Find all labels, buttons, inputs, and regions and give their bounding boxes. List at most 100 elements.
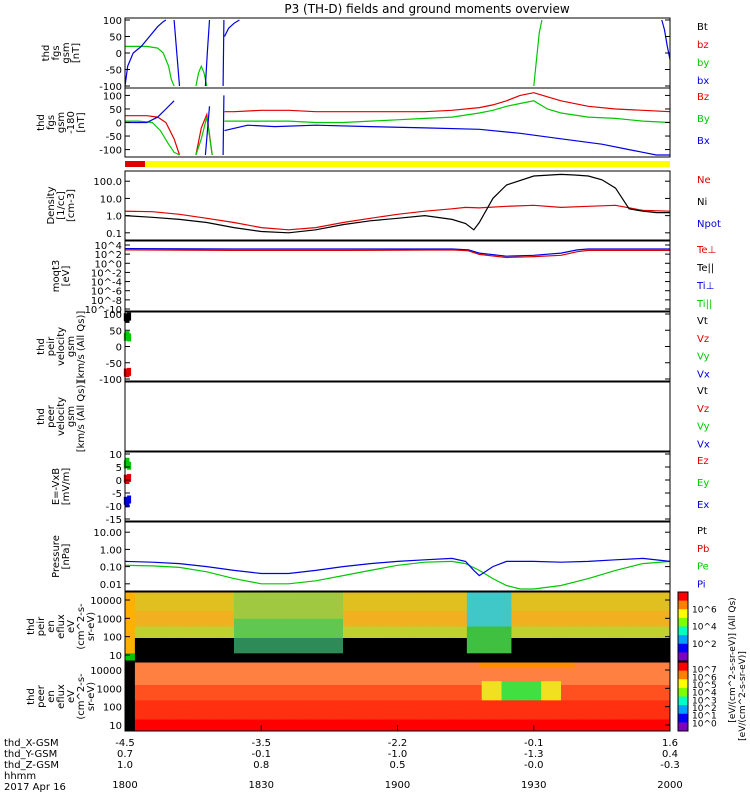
heatmap-cell [600, 657, 606, 662]
heatmap-cell [551, 692, 557, 697]
heatmap-cell [248, 599, 255, 604]
heatmap-cell [343, 688, 349, 694]
heatmap-cell [283, 592, 289, 597]
heatmap-cell [298, 688, 304, 694]
y-axis-label-line: thd [41, 45, 52, 62]
heatmap-cell [273, 634, 279, 639]
heatmap-cell [328, 685, 334, 690]
heatmap-cell [243, 723, 250, 728]
heatmap-cell [486, 595, 493, 601]
heatmap-cell [278, 615, 284, 620]
heatmap-cell [273, 638, 279, 643]
heatmap-cell [486, 657, 493, 662]
heatmap-cell [248, 688, 255, 694]
heatmap-cell [491, 592, 497, 597]
heatmap-cell [164, 657, 170, 662]
heatmap-cell [323, 688, 329, 694]
heatmap-cell [234, 626, 240, 631]
heatmap-cell [565, 677, 572, 682]
heatmap-cell [471, 700, 478, 705]
heatmap-cell [610, 599, 616, 604]
heatmap-cell [209, 630, 215, 635]
heatmap-cell [179, 607, 185, 612]
heatmap-cell [442, 669, 448, 674]
heatmap-cell [134, 665, 141, 671]
heatmap-cell [159, 641, 166, 647]
heatmap-cell [635, 662, 641, 667]
heatmap-cell [129, 711, 136, 717]
heatmap-cell [377, 649, 384, 654]
heatmap-cell [635, 657, 641, 662]
heatmap-cell [496, 645, 502, 650]
heatmap-cell [635, 592, 641, 597]
heatmap-cell [278, 681, 284, 686]
heatmap-cell [461, 673, 468, 678]
heatmap-cell [506, 599, 512, 604]
heatmap-cell [590, 618, 597, 624]
heatmap-cell [526, 704, 532, 709]
heatmap-cell [650, 592, 656, 597]
y-axis-label-line: -180 [66, 111, 77, 134]
heatmap-cell [491, 618, 497, 624]
heatmap-cell [481, 677, 488, 682]
heatmap-cell [219, 704, 225, 709]
heatmap-cell [209, 641, 215, 647]
heatmap-cell [486, 649, 493, 654]
heatmap-cell [382, 599, 388, 604]
heatmap-cell [511, 641, 517, 647]
series-line-bx [124, 19, 167, 87]
heatmap-cell [189, 622, 195, 627]
heatmap-cell [338, 592, 344, 597]
heatmap-cell [461, 681, 468, 686]
heatmap-cell [352, 700, 359, 705]
heatmap-cell [565, 622, 572, 627]
heatmap-cell [471, 711, 478, 717]
colorbar-stop [678, 600, 688, 610]
heatmap-cell [461, 711, 468, 717]
heatmap-cell [402, 645, 408, 650]
heatmap-cell [427, 665, 433, 671]
heatmap-cell [367, 641, 374, 647]
heatmap-cell [427, 618, 433, 624]
heatmap-cell [461, 615, 468, 620]
heatmap-cell [561, 638, 567, 643]
heatmap-cell [565, 708, 572, 713]
y-tick-label: 10 [109, 721, 122, 732]
heatmap-cell [546, 630, 552, 635]
heatmap-cell [556, 638, 562, 643]
heatmap-cell [635, 673, 641, 678]
heatmap-cell [427, 653, 433, 658]
heatmap-cell [323, 641, 329, 647]
heatmap-cell [303, 618, 309, 624]
heatmap-cell [427, 719, 433, 724]
heatmap-cell [318, 592, 324, 597]
heatmap-cell [556, 607, 562, 612]
heatmap-cell [541, 715, 547, 720]
heatmap-cell [491, 665, 497, 671]
heatmap-cell [278, 595, 284, 601]
heatmap-cell [471, 723, 478, 728]
heatmap-cell [442, 719, 448, 724]
heatmap-cell [303, 622, 309, 627]
series-line-By [224, 100, 671, 124]
heatmap-cell [392, 638, 398, 643]
heatmap-cell [204, 700, 210, 705]
heatmap-cell [169, 700, 175, 705]
footer-x-value: -3.5 [251, 738, 271, 749]
heatmap-cell [526, 711, 532, 717]
heatmap-cell [169, 696, 175, 701]
heatmap-cell [347, 715, 354, 720]
heatmap-cell [660, 653, 666, 658]
heatmap-cell [461, 692, 468, 697]
heatmap-cell [496, 704, 502, 709]
heatmap-cell [303, 665, 309, 671]
panel-frame [124, 381, 671, 452]
heatmap-cell [278, 653, 284, 658]
heatmap-cell [283, 685, 289, 690]
heatmap-cell [229, 711, 235, 717]
heatmap-cell [565, 665, 572, 671]
heatmap-cell [387, 685, 393, 690]
y-tick-label: 1000 [97, 614, 122, 625]
heatmap-cell [238, 603, 245, 608]
heatmap-cell [402, 618, 408, 624]
